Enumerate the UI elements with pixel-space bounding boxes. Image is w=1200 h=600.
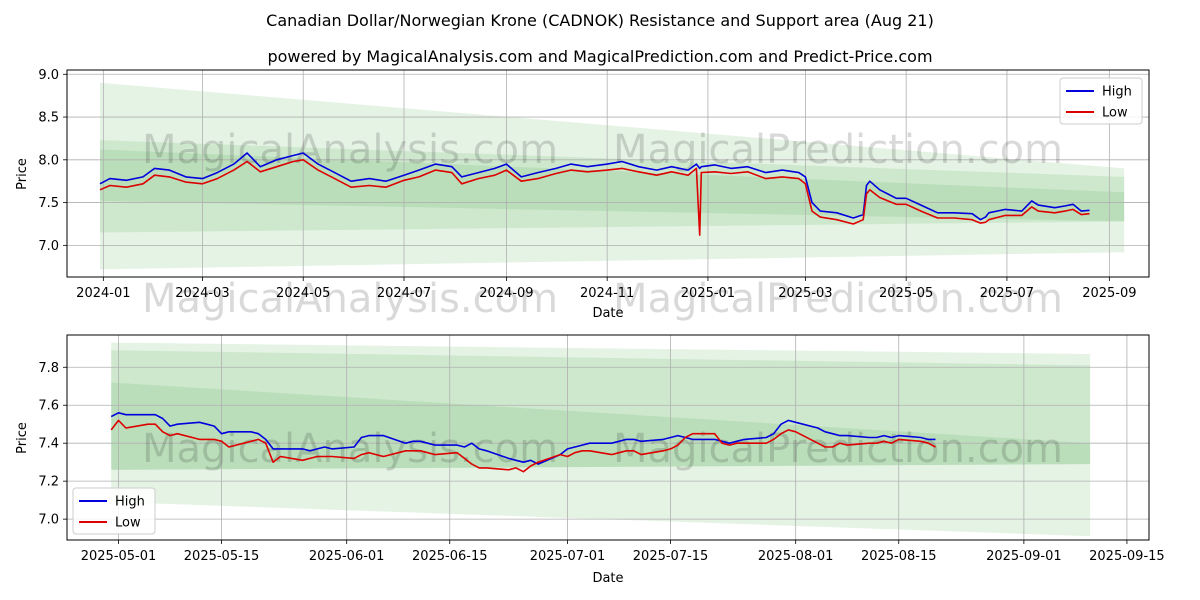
- x-tick-label: 2024-03: [175, 286, 229, 301]
- series-line-low: [110, 419, 936, 473]
- x-tick-label: 2024-09: [479, 286, 533, 301]
- x-tick-label: 2025-03: [778, 286, 832, 301]
- support-resistance-bands: [111, 342, 1091, 537]
- top-panel: MagicalAnalysis.com MagicalPrediction.co…: [15, 68, 1150, 322]
- y-tick-label: 7.0: [38, 513, 59, 528]
- legend-label: Low: [1102, 106, 1128, 121]
- y-tick-label: 7.5: [38, 196, 59, 211]
- band-area: [100, 149, 1125, 222]
- band-area: [111, 342, 1091, 537]
- grid: [67, 70, 1149, 277]
- series-line-high: [99, 152, 1090, 221]
- chart-title: Canadian Dollar/Norwegian Krone (CADNOK)…: [266, 11, 934, 30]
- x-tick-label: 2025-07-01: [530, 549, 606, 564]
- x-tick-label: 2025-01: [681, 286, 735, 301]
- band-area: [111, 382, 1091, 470]
- x-tick-label: 2024-11: [580, 286, 634, 301]
- x-tick-label: 2024-01: [76, 286, 130, 301]
- legend-label: High: [1102, 85, 1132, 100]
- y-tick-label: 7.2: [38, 475, 59, 490]
- watermark: MagicalPrediction.com: [613, 127, 1063, 173]
- legend-label: High: [115, 495, 145, 510]
- watermark: MagicalAnalysis.com: [142, 276, 558, 322]
- bottom-panel: MagicalAnalysis.com MagicalPrediction.co…: [15, 334, 1165, 586]
- y-axis-ticks: 7.0 7.5 8.0 8.5 9.0: [38, 68, 67, 254]
- watermark: MagicalPrediction.com: [613, 276, 1063, 322]
- band-area: [100, 140, 1125, 233]
- band-area: [100, 82, 1125, 270]
- y-tick-label: 7.0: [38, 239, 59, 254]
- y-tick-label: 7.6: [38, 399, 59, 414]
- y-axis-label: Price: [15, 158, 30, 190]
- x-axis-label: Date: [592, 571, 623, 586]
- x-tick-label: 2025-05: [879, 286, 933, 301]
- y-tick-label: 9.0: [38, 68, 59, 83]
- y-axis-label: Price: [15, 422, 30, 454]
- x-tick-label: 2025-09-01: [986, 549, 1062, 564]
- x-tick-label: 2025-08-15: [861, 549, 937, 564]
- x-tick-label: 2025-07: [980, 286, 1034, 301]
- chart-subtitle: powered by MagicalAnalysis.com and Magic…: [267, 47, 932, 66]
- series-line-low: [99, 159, 1090, 236]
- y-tick-label: 7.8: [38, 361, 59, 376]
- price-lines: [110, 412, 936, 473]
- x-tick-label: 2025-09-15: [1089, 549, 1165, 564]
- band-area: [111, 350, 1091, 470]
- y-axis-ticks: 7.0 7.2 7.4 7.6 7.8: [38, 361, 67, 528]
- grid: [67, 335, 1149, 540]
- x-tick-label: 2024-07: [377, 286, 431, 301]
- x-axis-ticks: 2024-01 2024-03 2024-05 2024-07 2024-09 2024-…: [76, 277, 1137, 301]
- x-tick-label: 2025-06-01: [309, 549, 385, 564]
- x-tick-label: 2025-08-01: [758, 549, 834, 564]
- legend-label: Low: [115, 516, 141, 531]
- x-axis-label: Date: [592, 306, 623, 321]
- series-line-high: [110, 412, 936, 465]
- x-tick-label: 2025-09: [1082, 286, 1136, 301]
- watermark: MagicalAnalysis.com: [142, 127, 558, 173]
- x-tick-label: 2024-05: [276, 286, 330, 301]
- legend: High Low: [72, 487, 156, 535]
- x-tick-label: 2025-06-15: [412, 549, 488, 564]
- price-lines: [99, 152, 1090, 236]
- x-tick-label: 2025-07-15: [633, 549, 709, 564]
- y-tick-label: 8.0: [38, 153, 59, 168]
- plot-frame: [66, 334, 1150, 541]
- watermark: MagicalAnalysis.com: [142, 426, 558, 472]
- y-tick-label: 8.5: [38, 111, 59, 126]
- x-axis-ticks: 2025-05-01 2025-05-15 2025-06-01 2025-06-15…: [81, 540, 1165, 564]
- x-tick-label: 2025-05-01: [81, 549, 157, 564]
- x-tick-label: 2025-05-15: [184, 549, 260, 564]
- y-tick-label: 7.4: [38, 437, 59, 452]
- watermark: MagicalPrediction.com: [613, 426, 1063, 472]
- plot-frame: [66, 69, 1150, 278]
- legend: High Low: [1059, 77, 1143, 125]
- support-resistance-bands: [100, 82, 1125, 270]
